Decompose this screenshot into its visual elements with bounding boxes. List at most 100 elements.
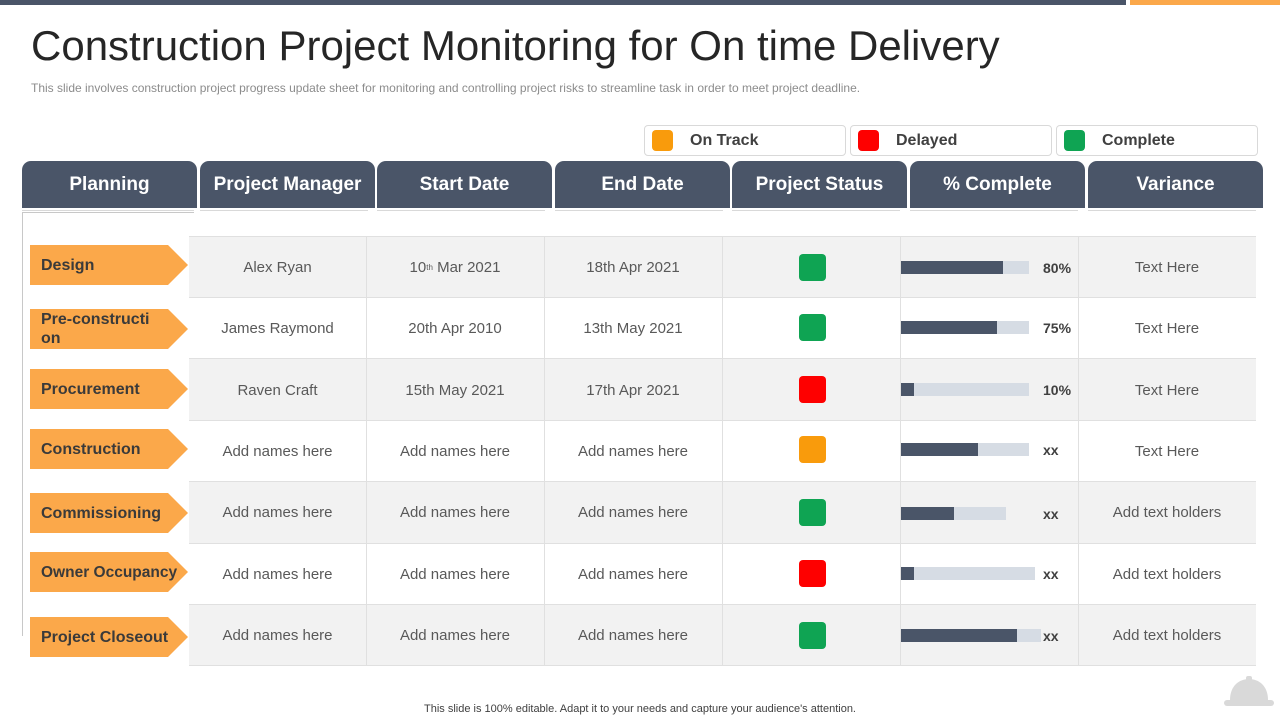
phase-label-commissioning: Commissioning (30, 493, 188, 533)
cell-start-date: Add names here (399, 626, 511, 644)
progress-track (901, 443, 1029, 456)
cell-end-date: 17th Apr 2021 (586, 381, 680, 399)
percent-label: xx (1043, 566, 1059, 582)
header-underline (910, 210, 1078, 211)
phase-label-pre-construction: Pre-construction (30, 309, 188, 349)
legend-swatch-delayed (858, 130, 879, 151)
cell-variance: Text Here (1134, 381, 1200, 399)
legend-swatch-complete (1064, 130, 1085, 151)
column-divider (366, 236, 367, 665)
progress-fill (901, 507, 954, 520)
hard-hat-icon (1224, 676, 1274, 706)
cell-manager: Raven Craft (237, 381, 318, 399)
top-accent-bar-orange (1130, 0, 1280, 5)
column-divider (544, 236, 545, 665)
cell-start-date: Add names here (399, 503, 511, 521)
phase-label-owner-occupancy: Owner Occupancy (30, 552, 188, 592)
cell-manager: Add names here (222, 565, 333, 583)
progress-fill (901, 567, 915, 580)
cell-start-date: Add names here (399, 565, 511, 583)
column-header-project-manager: Project Manager (200, 161, 375, 208)
column-divider (1078, 236, 1079, 665)
column-header-percent-complete: % Complete (910, 161, 1085, 208)
cell-manager: Add names here (222, 442, 333, 460)
status-indicator (799, 314, 826, 341)
cell-end-date: 18th Apr 2021 (586, 258, 680, 276)
legend-label: On Track (690, 132, 759, 149)
cell-end-date: Add names here (577, 442, 689, 460)
cell-variance: Add text holders (1112, 565, 1222, 583)
legend-delayed: Delayed (850, 125, 1052, 156)
start-date-rest: Mar 2021 (432, 258, 501, 276)
cell-end-date: 13th May 2021 (583, 319, 683, 337)
cell-variance: Text Here (1134, 319, 1200, 337)
header-underline (377, 210, 545, 211)
phase-label-procurement: Procurement (30, 369, 188, 409)
percent-label: xx (1043, 506, 1059, 522)
legend-label: Delayed (896, 132, 958, 149)
row-divider (189, 665, 1256, 666)
phase-label-construction: Construction (30, 429, 188, 469)
top-accent-bar-dark (0, 0, 1126, 5)
cell-variance: Add text holders (1112, 503, 1222, 521)
progress-track (901, 261, 1029, 274)
phase-label-design: Design (30, 245, 188, 285)
page-title: Construction Project Monitoring for On t… (31, 22, 1000, 69)
phase-bracket-top (22, 212, 194, 213)
cell-start-date: 15th May 2021 (405, 381, 505, 399)
column-divider (900, 236, 901, 665)
progress-track (901, 507, 1006, 520)
cell-variance: Text Here (1134, 442, 1200, 460)
progress-fill (901, 261, 1004, 274)
phase-label-project-closeout: Project Closeout (30, 617, 188, 657)
start-date-day: 10 (409, 258, 427, 276)
cell-start-date: Add names here (399, 442, 511, 460)
start-date-suffix: th (426, 262, 433, 272)
progress-fill (901, 443, 978, 456)
legend-swatch-on-track (652, 130, 673, 151)
column-divider (722, 236, 723, 665)
column-header-start-date: Start Date (377, 161, 552, 208)
cell-end-date: Add names here (577, 503, 689, 521)
column-header-planning: Planning (22, 161, 197, 208)
column-header-variance: Variance (1088, 161, 1263, 208)
header-underline (22, 210, 194, 211)
header-underline (732, 210, 900, 211)
status-indicator (799, 499, 826, 526)
percent-label: xx (1043, 442, 1059, 458)
cell-manager: Alex Ryan (243, 258, 312, 276)
legend-label: Complete (1102, 132, 1175, 149)
cell-end-date: Add names here (577, 626, 689, 644)
header-underline (200, 210, 368, 211)
column-header-end-date: End Date (555, 161, 730, 208)
status-indicator (799, 254, 826, 281)
cell-manager: Add names here (222, 503, 333, 521)
percent-label: 75% (1043, 320, 1072, 336)
cell-variance: Text Here (1134, 258, 1200, 276)
progress-fill (901, 383, 914, 396)
page-subtitle: This slide involves construction project… (31, 81, 861, 95)
progress-fill (901, 321, 997, 334)
legend-complete: Complete (1056, 125, 1258, 156)
cell-end-date: Add names here (577, 565, 689, 583)
column-header-project-status: Project Status (732, 161, 907, 208)
progress-fill (901, 629, 1018, 642)
cell-variance: Add text holders (1112, 626, 1222, 644)
percent-label: 80% (1043, 260, 1072, 276)
cell-manager: James Raymond (221, 319, 334, 337)
legend-on-track: On Track (644, 125, 846, 156)
percent-label: 10% (1043, 382, 1072, 398)
cell-start-date: 20th Apr 2010 (408, 319, 502, 337)
status-indicator (799, 622, 826, 649)
status-indicator (799, 376, 826, 403)
progress-track (901, 629, 1041, 642)
footer-note: This slide is 100% editable. Adapt it to… (424, 703, 856, 715)
progress-track (901, 567, 1035, 580)
progress-track (901, 321, 1029, 334)
cell-manager: Add names here (222, 626, 333, 644)
percent-label: xx (1043, 628, 1059, 644)
phase-bracket-line (22, 212, 23, 636)
status-indicator (799, 436, 826, 463)
header-underline (1088, 210, 1256, 211)
